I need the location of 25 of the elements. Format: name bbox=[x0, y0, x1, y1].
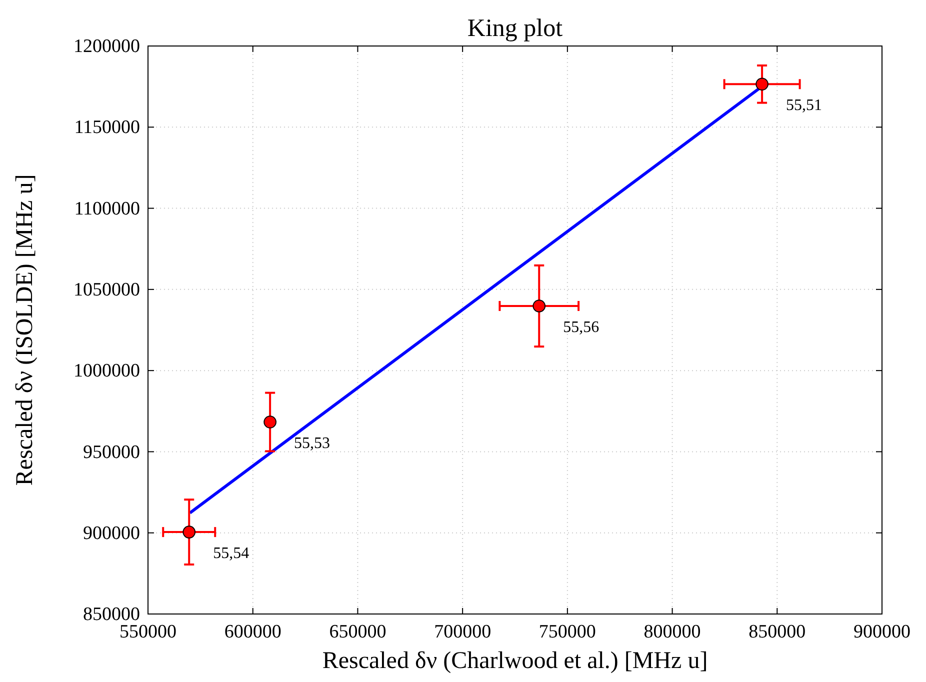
point bbox=[182, 526, 196, 538]
y-tick-label: 1100000 bbox=[74, 198, 140, 220]
y-tick-label: 1050000 bbox=[74, 280, 140, 301]
x-tick-label: 850000 bbox=[748, 621, 806, 642]
y-tick-label: 900000 bbox=[83, 522, 140, 544]
x-tick-label: 700000 bbox=[434, 621, 492, 642]
x-tick-label: 600000 bbox=[224, 621, 282, 642]
y-tick-label: 950000 bbox=[83, 442, 140, 463]
annotation: 55,53 bbox=[294, 435, 330, 452]
y-tick-label: 1000000 bbox=[74, 360, 140, 382]
annotation: 55,54 bbox=[213, 545, 250, 562]
x-axis-title: Rescaled δν (Charlwood et al.) [MHz u] bbox=[322, 648, 708, 674]
x-tick-label: 650000 bbox=[329, 621, 386, 642]
point bbox=[532, 300, 546, 312]
x-tick-label: 800000 bbox=[644, 621, 701, 642]
point bbox=[264, 416, 276, 428]
y-tick-label: 1200000 bbox=[74, 36, 140, 58]
annotation: 55,56 bbox=[563, 318, 600, 336]
x-tick-label: 750000 bbox=[538, 621, 596, 642]
annotation: 55,51 bbox=[786, 97, 822, 114]
x-tick-label: 900000 bbox=[854, 621, 910, 642]
y-tick-label: 1150000 bbox=[74, 117, 140, 138]
point bbox=[756, 78, 768, 91]
chart-title: King plot bbox=[467, 15, 563, 42]
y-axis-title: Rescaled δν (ISOLDE) [MHz u] bbox=[12, 174, 38, 486]
